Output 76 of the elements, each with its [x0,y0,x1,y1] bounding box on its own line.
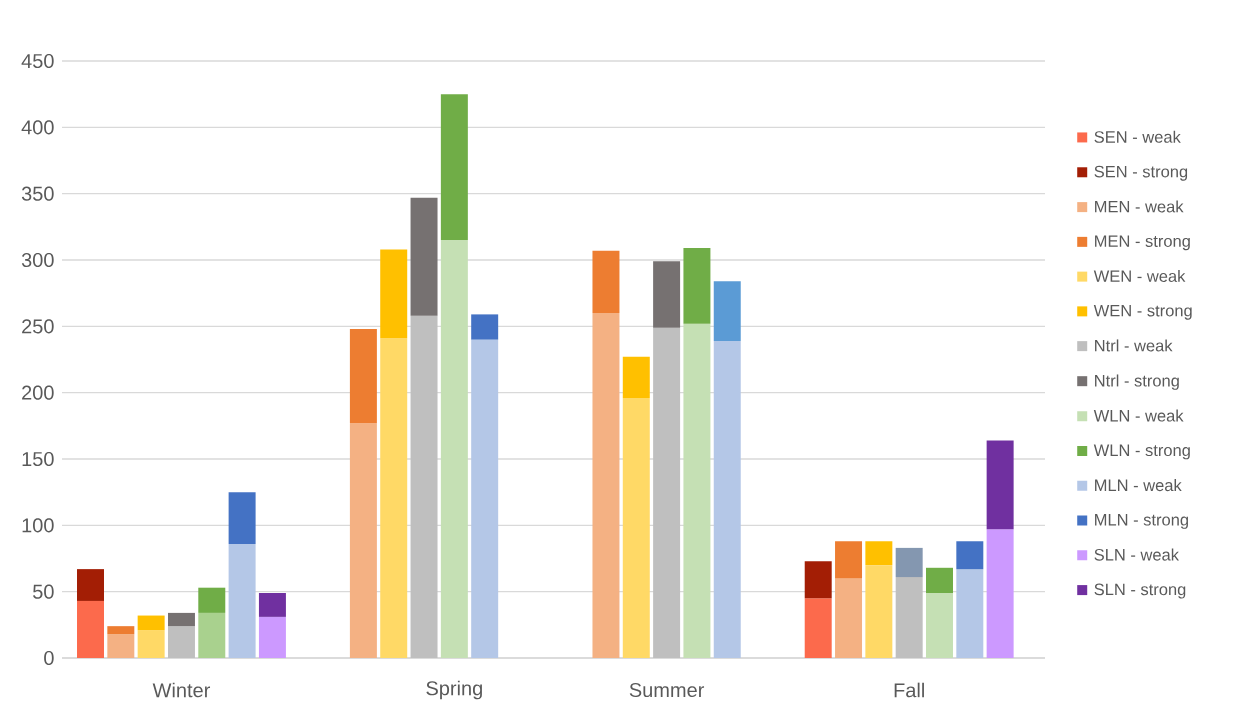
y-tick-label: 250 [22,319,54,334]
bar [167,612,195,627]
bar [349,423,377,658]
bar [683,248,711,324]
bar [107,634,135,658]
bar [622,397,650,658]
bar [167,626,195,658]
bar [137,615,165,631]
bar [956,569,984,658]
bar [471,339,499,658]
bar [228,543,256,658]
y-tick-label: 350 [21,186,54,201]
bar [471,314,499,340]
bar [804,598,832,658]
y-tick-label: 200 [22,385,54,400]
bar [986,529,1014,658]
y-tick-label: 150 [22,451,54,467]
bar [380,249,408,339]
bar [380,338,408,658]
bar [349,328,377,424]
bar [137,630,165,658]
legend-label: WLN - strong [1093,444,1190,460]
bar [865,541,893,566]
y-tick-label: 0 [44,650,54,666]
legend-label: MLN - weak [1095,479,1182,492]
bar [835,578,863,658]
bar [228,492,256,544]
legend-label: WEN - strong [1093,304,1192,320]
bar [410,197,438,316]
x-tick-label: Fall [894,682,924,698]
bar [592,250,620,314]
legend-label: SLN - weak [1094,548,1179,561]
legend-label: Ntrl - weak [1095,339,1173,352]
bar [107,626,135,635]
legend-label: SEN - strong [1094,165,1188,181]
legend-label: Ntrl - strong [1095,374,1179,390]
legend-label: SLN - strong [1094,583,1186,599]
bar [713,340,741,658]
bar [683,323,711,658]
legend-label: WEN - weak [1093,269,1186,282]
y-tick-label: 400 [21,120,54,135]
x-tick-label: Winter [152,682,211,698]
bar [713,281,741,341]
bar [592,313,620,658]
legend-label: WLN - weak [1093,409,1184,422]
bar [198,587,226,613]
bar [653,261,681,328]
x-tick-label: Spring [426,680,482,700]
legend-label: MLN - strong [1095,514,1188,529]
bar [77,600,104,658]
legend-label: SEN - weak [1094,130,1181,143]
y-tick-label: 450 [21,53,54,69]
bar [986,440,1014,530]
legend-label: MEN - weak [1095,200,1184,213]
bar [895,547,923,578]
bar [835,541,863,579]
bar [258,616,286,658]
y-tick-label: 50 [33,584,54,599]
bar [440,94,468,241]
bar [198,612,226,658]
bar [653,327,681,658]
bar [622,356,650,398]
bar [77,569,104,601]
y-tick-label: 300 [21,252,54,268]
bar [956,541,984,570]
bar [895,577,923,658]
x-tick-label: Summer [629,682,705,698]
bar [440,240,468,658]
bar [865,565,893,658]
bar [926,592,953,658]
legend-label: MEN - strong [1095,235,1190,251]
bar [804,561,832,599]
bar [258,592,286,617]
bar [410,315,438,658]
bar [926,567,953,593]
y-tick-label: 100 [22,518,54,533]
